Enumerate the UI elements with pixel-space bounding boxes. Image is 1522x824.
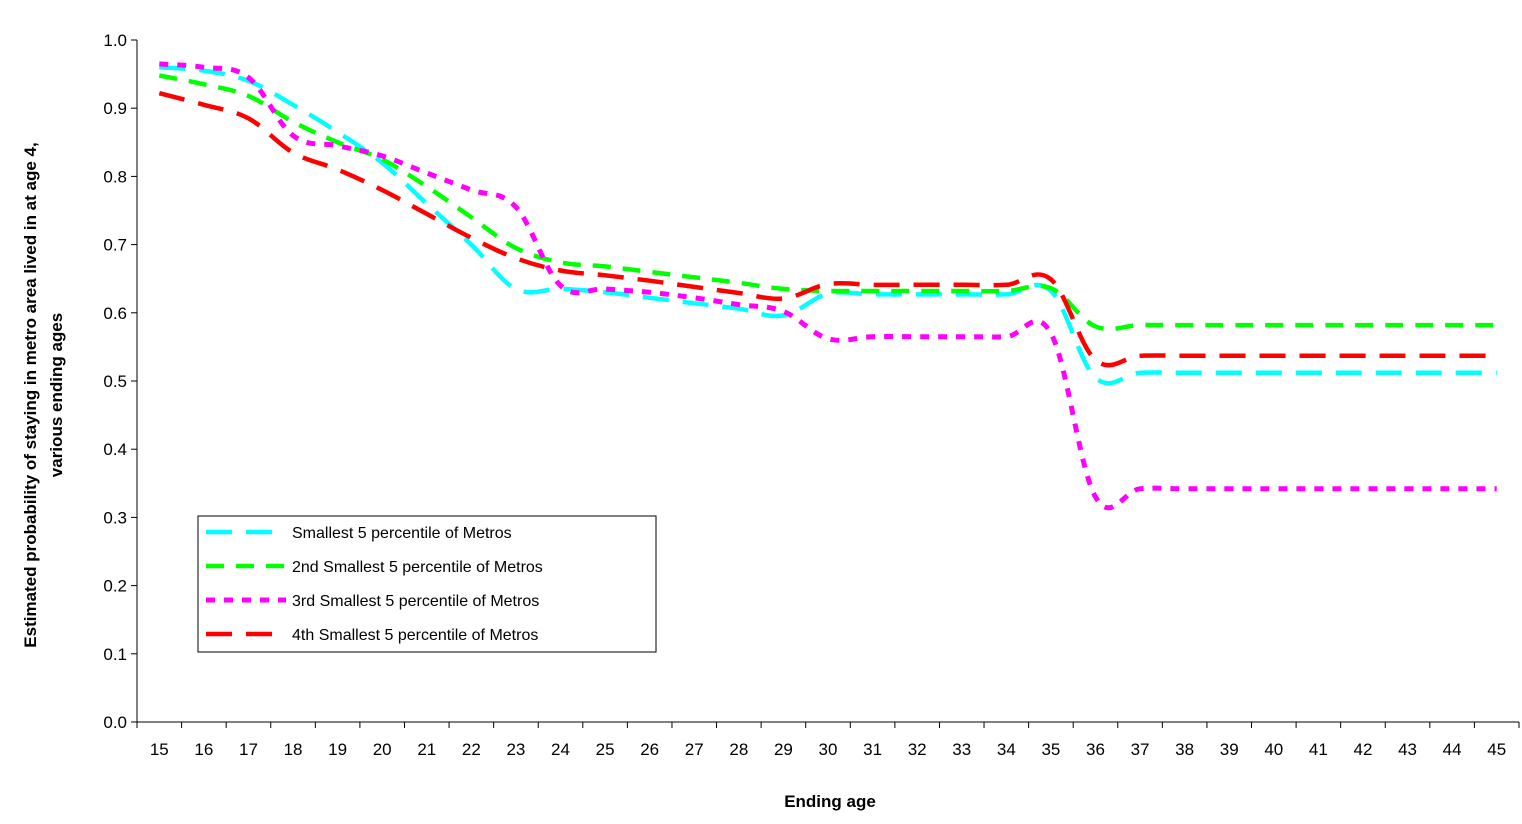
y-tick-label: 0.8 <box>103 167 127 186</box>
x-tick-label: 39 <box>1220 740 1239 759</box>
y-tick-label: 0.1 <box>103 645 127 664</box>
y-tick-label: 0.2 <box>103 577 127 596</box>
y-axis-title-line-1: Estimated probability of staying in metr… <box>21 142 40 647</box>
x-tick-label: 38 <box>1175 740 1194 759</box>
y-tick-label: 0.9 <box>103 99 127 118</box>
x-tick-label: 30 <box>819 740 838 759</box>
x-tick-label: 18 <box>284 740 303 759</box>
series-lines <box>158 61 1497 511</box>
x-tick-label: 16 <box>194 740 213 759</box>
x-tick-label: 19 <box>328 740 347 759</box>
x-tick-label: 45 <box>1487 740 1506 759</box>
x-tick-label: 27 <box>685 740 704 759</box>
y-tick-label: 1.0 <box>103 31 127 50</box>
x-tick-label: 15 <box>150 740 169 759</box>
x-tick-label: 24 <box>551 740 570 759</box>
y-axis-title: Estimated probability of staying in metr… <box>21 142 66 647</box>
x-tick-label: 37 <box>1131 740 1150 759</box>
x-tick-label: 32 <box>908 740 927 759</box>
y-tick-label: 0.6 <box>103 304 127 323</box>
y-tick-label: 0.4 <box>103 440 127 459</box>
x-tick-label: 41 <box>1309 740 1328 759</box>
x-tick-label: 31 <box>863 740 882 759</box>
x-tick-label: 17 <box>239 740 258 759</box>
y-tick-label: 0.3 <box>103 508 127 527</box>
y-tick-label: 0.0 <box>103 713 127 732</box>
x-tick-label: 35 <box>1041 740 1060 759</box>
x-tick-label: 33 <box>952 740 971 759</box>
x-tick-label: 42 <box>1354 740 1373 759</box>
legend-label-2: 2nd Smallest 5 percentile of Metros <box>292 559 543 576</box>
series-line-3 <box>159 61 1497 511</box>
series-line-2 <box>158 73 1497 332</box>
x-tick-label: 36 <box>1086 740 1105 759</box>
x-tick-label: 29 <box>774 740 793 759</box>
x-tick-label: 43 <box>1398 740 1417 759</box>
x-tick-label: 34 <box>997 740 1016 759</box>
y-tick-label: 0.7 <box>103 236 127 255</box>
y-axis-title-line-2: various ending ages <box>47 313 66 477</box>
legend: Smallest 5 percentile of Metros 2nd Small… <box>197 515 657 653</box>
x-tick-label: 23 <box>506 740 525 759</box>
x-axis-title: Ending age <box>784 792 876 811</box>
x-tick-label: 25 <box>596 740 615 759</box>
x-tick-label: 44 <box>1443 740 1462 759</box>
x-tick-label: 26 <box>640 740 659 759</box>
y-tick-label: 0.5 <box>103 372 127 391</box>
legend-entries: Smallest 5 percentile of Metros 2nd Small… <box>206 525 543 644</box>
legend-box <box>197 515 657 653</box>
legend-label-1: Smallest 5 percentile of Metros <box>292 525 512 542</box>
series-line-1 <box>159 65 1497 386</box>
axes: 0.0 0.1 0.2 0.3 0.4 0.5 0.6 0.7 0.8 0.9 1.0 15 16 17 1… <box>103 31 1520 759</box>
x-tick-label: 28 <box>729 740 748 759</box>
legend-label-4: 4th Smallest 5 percentile of Metros <box>292 627 538 644</box>
x-tick-label: 40 <box>1264 740 1283 759</box>
series-line-4 <box>158 91 1497 368</box>
legend-label-3: 3rd Smallest 5 percentile of Metros <box>292 593 539 610</box>
x-tick-label: 20 <box>373 740 392 759</box>
x-tick-label: 21 <box>417 740 436 759</box>
x-tick-label: 22 <box>462 740 481 759</box>
